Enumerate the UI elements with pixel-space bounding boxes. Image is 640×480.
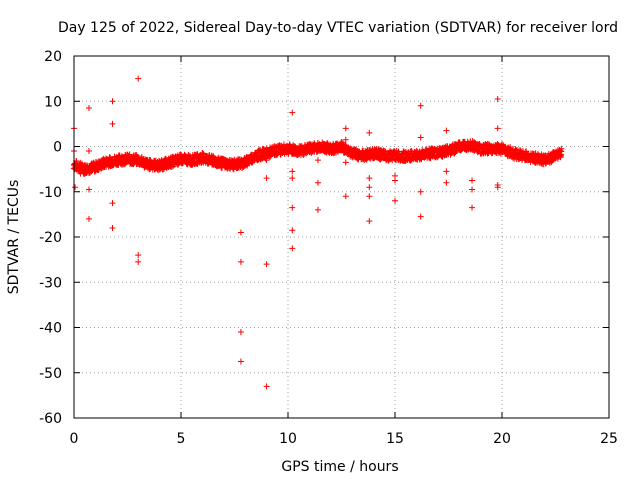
outlier-point <box>85 215 92 222</box>
outlier-point <box>494 125 501 132</box>
main-band-point <box>126 151 133 158</box>
outlier-point <box>237 329 244 336</box>
y-tick-label: -40 <box>39 321 62 337</box>
outlier-point <box>135 75 142 82</box>
x-tick-label: 5 <box>177 431 186 447</box>
outlier-point <box>237 258 244 265</box>
outlier-point <box>237 358 244 365</box>
outlier-point <box>289 168 296 175</box>
outlier-point <box>392 177 398 184</box>
outlier-point <box>135 258 142 265</box>
outlier-point <box>417 134 424 141</box>
outlier-point <box>109 224 116 231</box>
main-band-point <box>210 153 217 160</box>
outlier-point <box>469 186 476 193</box>
outlier-point <box>366 218 373 225</box>
outlier-point <box>417 213 424 220</box>
outlier-point <box>289 227 296 234</box>
outlier-point <box>135 252 142 259</box>
y-axis-label: SDTVAR / TECUs <box>6 180 22 295</box>
outlier-point <box>469 177 476 184</box>
outlier-point <box>85 186 92 193</box>
outlier-point <box>109 98 116 105</box>
outlier-point <box>263 261 270 268</box>
main-band-point <box>155 157 162 164</box>
y-tick-label: 10 <box>44 94 62 110</box>
outlier-point <box>443 127 450 134</box>
outlier-point <box>417 188 424 195</box>
outlier-point <box>342 193 349 200</box>
main-band-point <box>558 151 565 158</box>
y-tick-label: 20 <box>44 49 62 65</box>
y-tick-label: -20 <box>39 230 62 246</box>
y-tick-label: -60 <box>39 411 62 427</box>
outlier-point <box>314 179 321 186</box>
outlier-point <box>109 120 116 127</box>
chart-title: Day 125 of 2022, Sidereal Day-to-day VTE… <box>58 20 618 36</box>
outlier-point <box>289 245 296 252</box>
outlier-point <box>289 204 296 211</box>
main-band-point <box>179 160 186 167</box>
grid-layer <box>74 56 609 418</box>
data-layer <box>70 75 565 390</box>
outlier-point <box>289 109 296 116</box>
outlier-point <box>263 175 270 182</box>
outlier-point <box>109 200 116 207</box>
outlier-point <box>289 175 296 182</box>
y-tick-label: -30 <box>39 275 62 291</box>
outlier-point <box>72 184 79 191</box>
outlier-point <box>469 204 476 211</box>
tick-layer: 0 5 10 15 20 25 -60 -50 -40 -30 -20 -10 0 10 20 <box>39 49 618 447</box>
outlier-point <box>342 125 349 132</box>
outlier-point <box>263 157 270 164</box>
outlier-point <box>443 168 450 175</box>
outlier-point <box>366 175 373 182</box>
outlier-point <box>366 129 373 136</box>
x-tick-label: 25 <box>600 431 618 447</box>
y-tick-label: 0 <box>53 140 62 156</box>
main-band-point <box>557 154 564 161</box>
main-band-point <box>334 140 341 147</box>
outlier-point <box>366 184 373 191</box>
x-axis-label: GPS time / hours <box>281 459 398 475</box>
y-tick-label: -10 <box>39 185 62 201</box>
x-tick-label: 15 <box>386 431 404 447</box>
outlier-point <box>263 383 270 390</box>
main-band-point <box>558 145 565 152</box>
x-tick-label: 0 <box>70 431 79 447</box>
outlier-point <box>85 148 92 155</box>
outlier-point <box>237 229 244 236</box>
outlier-point <box>494 184 501 191</box>
outlier-point <box>342 136 349 143</box>
x-tick-label: 10 <box>279 431 297 447</box>
main-band-point <box>267 153 274 160</box>
x-tick-label: 20 <box>493 431 511 447</box>
outlier-point <box>314 157 321 164</box>
outlier-point <box>366 193 373 200</box>
outlier-point <box>342 159 349 166</box>
outlier-point <box>494 95 501 102</box>
outlier-point <box>443 179 450 186</box>
outlier-point <box>392 197 398 204</box>
outlier-point <box>417 102 424 109</box>
outlier-point <box>77 170 84 177</box>
outlier-point <box>85 105 92 112</box>
outlier-point <box>314 206 321 213</box>
main-band-point <box>199 150 206 157</box>
y-tick-label: -50 <box>39 366 62 382</box>
